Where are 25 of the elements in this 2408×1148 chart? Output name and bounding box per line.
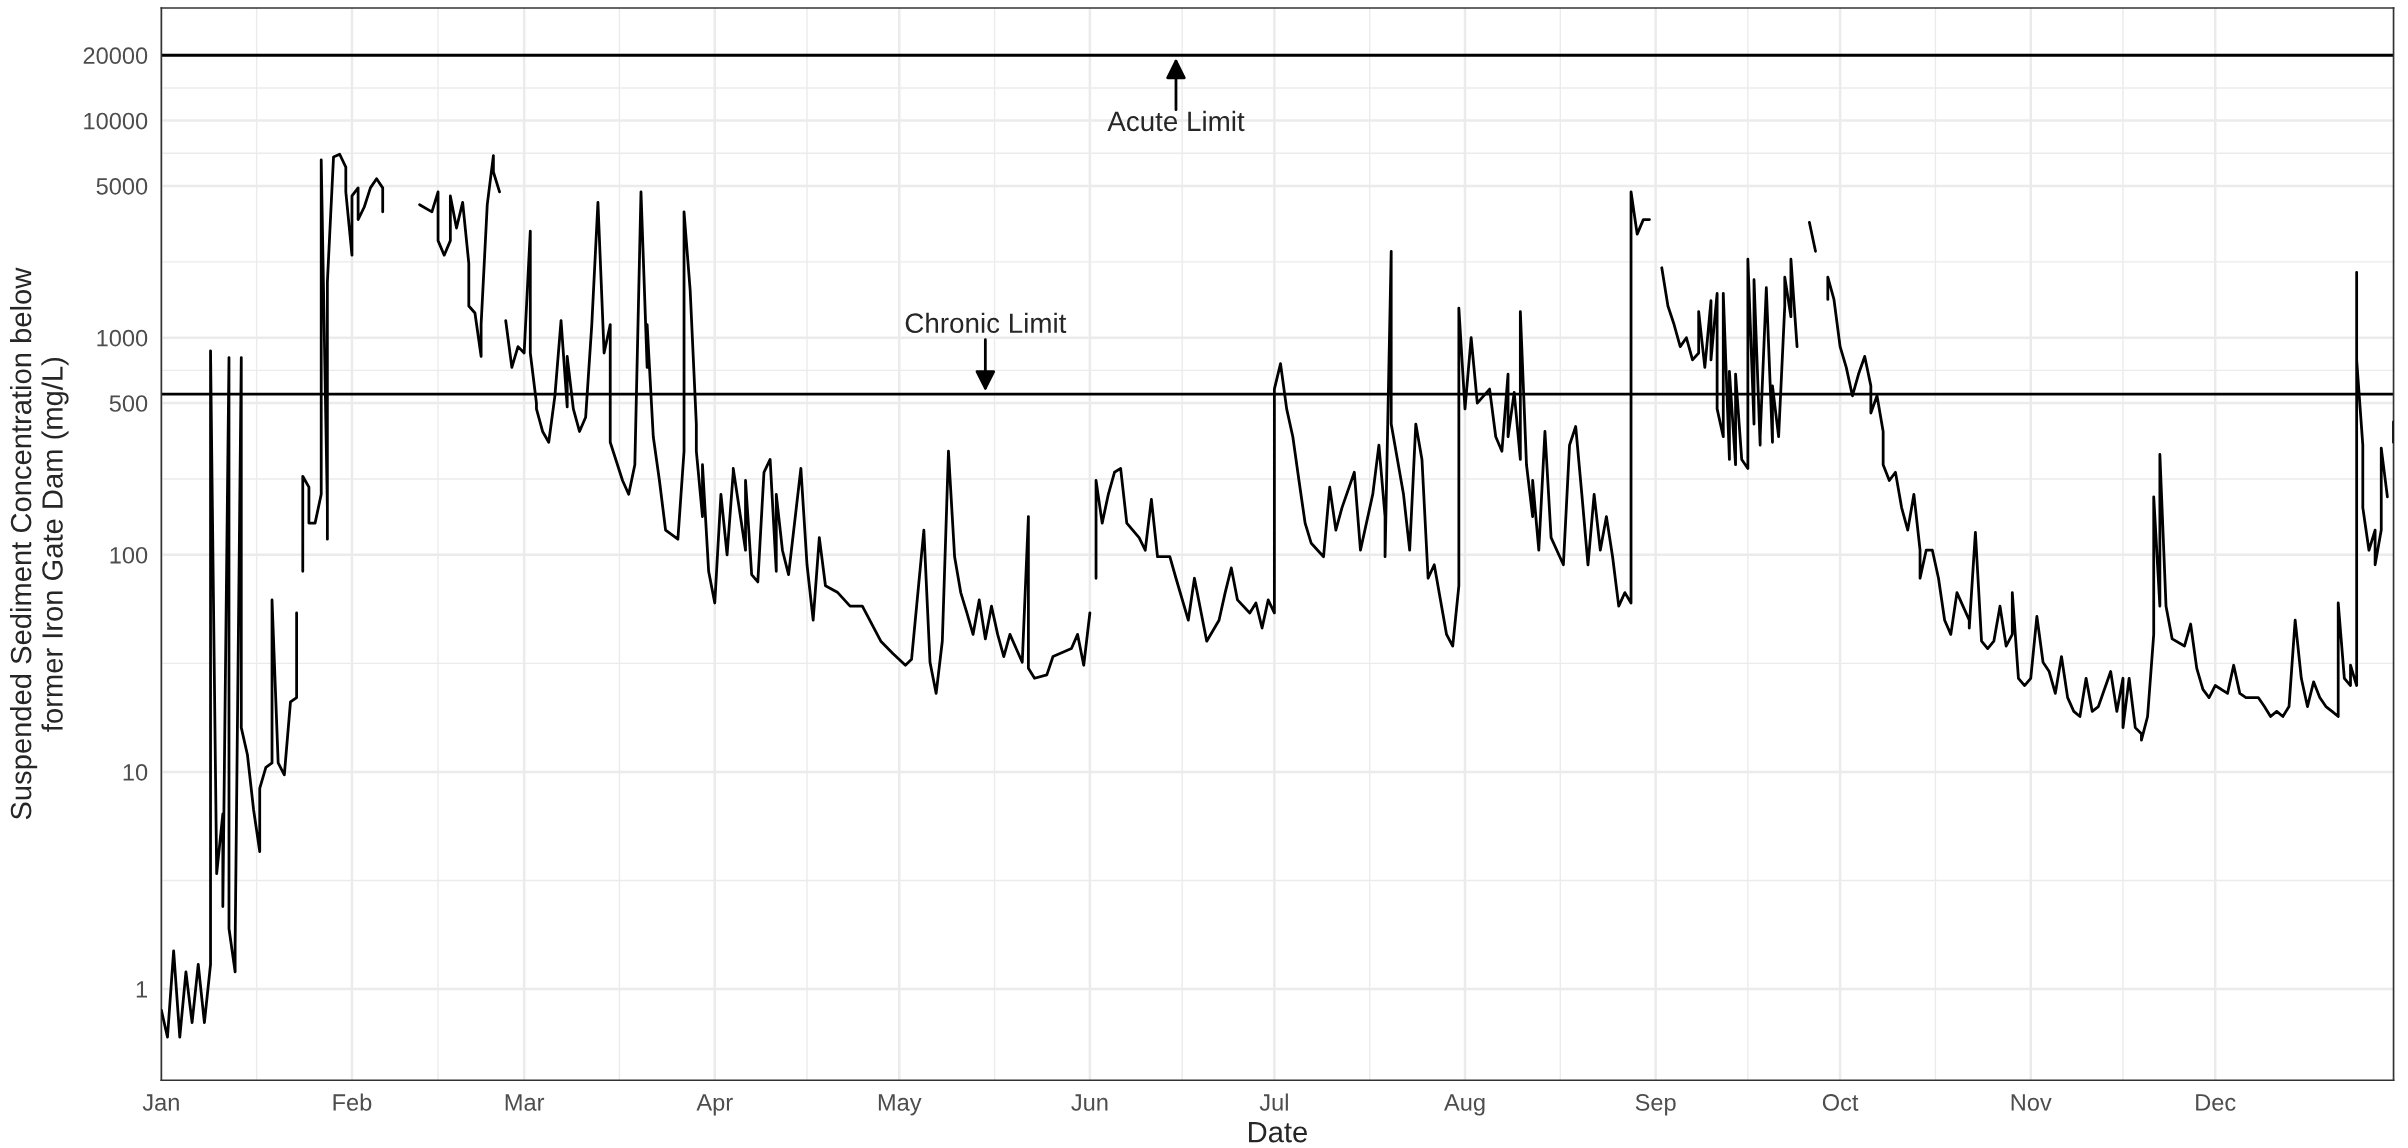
x-tick-label: Dec: [2196, 1094, 2236, 1111]
x-tick-label: Oct: [1822, 1094, 1859, 1111]
x-tick-label: Jul: [1259, 1093, 1288, 1111]
x-tick-label: Mar: [505, 1094, 545, 1111]
x-axis-title: Date: [1249, 1122, 1307, 1143]
x-tick-label: Nov: [2011, 1094, 2052, 1111]
x-tick-label: Feb: [333, 1093, 372, 1111]
x-tick-label: Aug: [1444, 1094, 1485, 1116]
y-axis-title: Suspended Sediment Concentration below former Iron Gate Dam (mg/L): [10, 267, 69, 820]
annotation: Chronic Limit: [905, 312, 1067, 334]
y-tick-label: 1000: [97, 329, 148, 347]
x-tick-label: Jun: [1071, 1094, 1108, 1111]
y-tick-label: 10: [123, 764, 148, 781]
y-tick-label: 1: [136, 981, 147, 998]
y-tick-label: 20000: [83, 47, 148, 65]
x-tick-label: Sep: [1635, 1094, 1676, 1116]
y-tick-label: 5000: [96, 178, 148, 195]
line-series: [418, 154, 501, 358]
y-tick-label: 10000: [84, 112, 148, 130]
x-tick-label: May: [878, 1094, 922, 1116]
y-tick-label: 500: [109, 395, 148, 412]
x-tick-label: Apr: [696, 1094, 733, 1116]
annotation: Acute Limit: [1107, 110, 1245, 132]
x-tick-label: Jan: [142, 1094, 179, 1111]
y-tick-label: 100: [110, 546, 148, 564]
